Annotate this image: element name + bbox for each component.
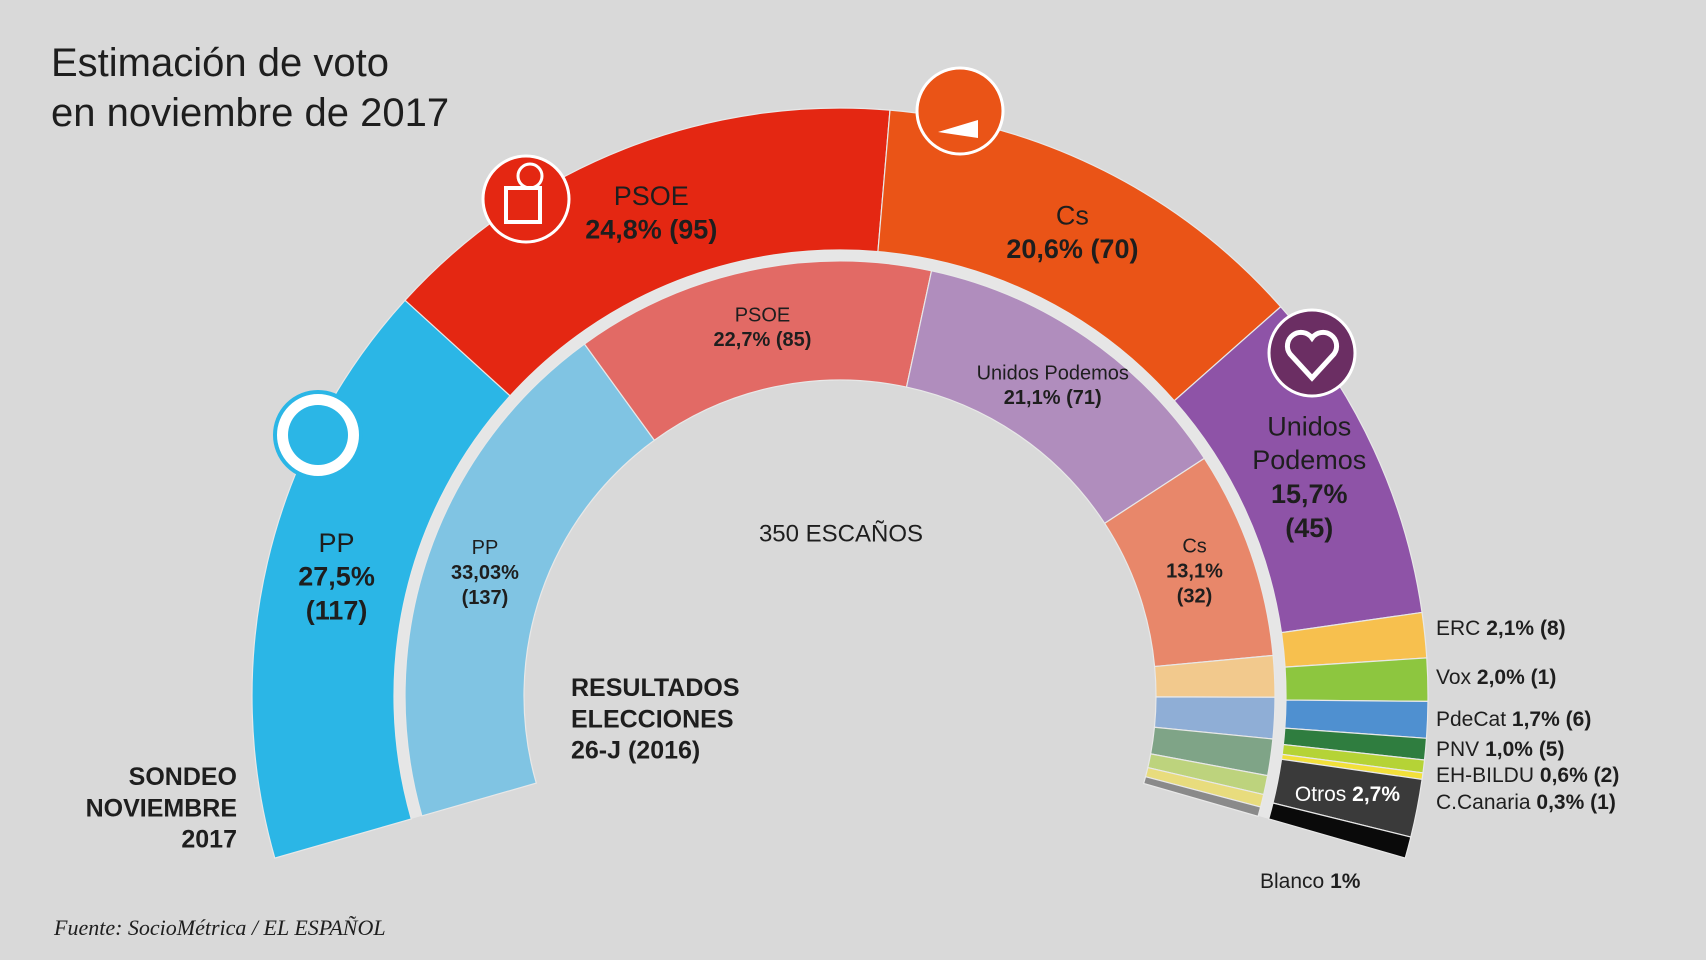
logos xyxy=(273,66,1357,480)
segment-label: Otros 2,7% xyxy=(1295,782,1400,805)
label-part: 1,7% xyxy=(1512,708,1560,731)
segment-label: Cs xyxy=(1182,536,1206,558)
psoe-logo-fist xyxy=(504,186,542,224)
segment xyxy=(1142,775,1262,818)
segment-label: Unidos Podemos xyxy=(977,362,1129,384)
text-line: en noviembre de 2017 xyxy=(51,91,449,135)
label-part: 2,1% xyxy=(1486,617,1534,640)
segment-label: Unidos Podemos xyxy=(1252,412,1366,476)
label-part: (85) xyxy=(776,329,812,351)
segment-label: 15,7% xyxy=(1271,479,1348,509)
up-logo-heart xyxy=(1284,329,1340,382)
label-part: 2,7% xyxy=(1352,782,1400,805)
text-line: ELECCIONES xyxy=(571,705,734,733)
label-part: (8) xyxy=(1540,617,1566,640)
segment-label: Cs xyxy=(1056,200,1089,230)
label-part: Otros xyxy=(1295,782,1346,805)
label-part: 22,7% xyxy=(714,329,771,351)
source: Fuente: SocioMétrica / EL ESPAÑOL xyxy=(53,915,386,940)
label-part: EH-BILDU xyxy=(1436,764,1534,787)
label-part: 0,6% xyxy=(1540,764,1588,787)
label-part: (95) xyxy=(669,215,717,245)
segment-label: (45) xyxy=(1285,513,1333,543)
cs-logo xyxy=(915,66,1005,156)
segment-label: PSOE xyxy=(735,304,791,326)
segment-label: 20,6% (70) xyxy=(1006,234,1138,264)
segment-label: (137) xyxy=(462,587,509,609)
label-part: PdeCat xyxy=(1436,708,1506,731)
series-name: SONDEO NOVIEMBRE 2017 xyxy=(86,763,237,854)
label-part: (1) xyxy=(1590,791,1616,814)
plot: PP 27,5%(117) PSOE 24,8% (95) Cs 20,6% (70) Unid… xyxy=(86,107,1619,893)
label-part: 0,3% xyxy=(1536,791,1584,814)
segment-label: Blanco 1% xyxy=(1260,870,1361,893)
segment xyxy=(1267,802,1412,859)
segment-label: EH-BILDU 0,6% (2) xyxy=(1436,764,1619,787)
label-part: 20,6% xyxy=(1006,234,1083,264)
psoe-logo-rose xyxy=(516,162,544,190)
segment-label: 24,8% (95) xyxy=(585,215,717,245)
segment-label: ERC 2,1% (8) xyxy=(1436,617,1566,640)
label-part: Vox xyxy=(1436,666,1472,689)
label-part: 1,0% xyxy=(1485,738,1533,761)
label-part: 21,1% xyxy=(1004,387,1061,409)
label-part: Blanco xyxy=(1260,870,1324,893)
segment-label: (117) xyxy=(306,595,368,625)
label-part: 1% xyxy=(1330,870,1361,893)
text-line: 26-J (2016) xyxy=(571,736,700,764)
center-label: 350 ESCAÑOS xyxy=(759,520,923,547)
label-part: (1) xyxy=(1531,666,1557,689)
text-line: SONDEO xyxy=(129,763,237,791)
label-part: (70) xyxy=(1090,234,1138,264)
label-part: (5) xyxy=(1539,738,1565,761)
segment-label: (32) xyxy=(1177,586,1213,608)
cs-logo-mark xyxy=(938,120,978,138)
text-line: Unidos xyxy=(1267,412,1351,442)
label-part: 2,0% xyxy=(1477,666,1525,689)
segment-label: C.Canaria 0,3% (1) xyxy=(1436,791,1616,814)
segment-label: 27,5% xyxy=(298,562,375,592)
text-line: 2017 xyxy=(181,825,237,853)
segment-label: PP xyxy=(472,537,499,559)
text-line: Estimación de voto xyxy=(51,41,389,85)
label-part: 24,8% xyxy=(585,215,662,245)
segment-label: PP xyxy=(319,528,355,558)
series-name: RESULTADOS ELECCIONES 26-J (2016) xyxy=(571,674,740,765)
label-part: ERC xyxy=(1436,617,1480,640)
label-part: (71) xyxy=(1066,387,1102,409)
text-line: RESULTADOS xyxy=(571,674,740,702)
segment-label: PdeCat 1,7% (6) xyxy=(1436,708,1591,731)
up-logo xyxy=(1267,308,1357,398)
segment-label: 22,7% (85) xyxy=(714,329,812,351)
segment-label: 33,03% xyxy=(451,562,519,584)
chart-title: Estimación de voto en noviembre de 2017 xyxy=(51,41,449,135)
segment-label: 13,1% xyxy=(1166,561,1223,583)
psoe-logo xyxy=(481,154,571,244)
label-part: (2) xyxy=(1594,764,1620,787)
segment-label: PSOE xyxy=(614,181,689,211)
label-part: PNV xyxy=(1436,738,1479,761)
label-part: (6) xyxy=(1566,708,1592,731)
segment-label: Vox 2,0% (1) xyxy=(1436,666,1556,689)
text-line: Podemos xyxy=(1252,445,1366,475)
pp-logo-inner xyxy=(288,405,348,465)
label-part: C.Canaria xyxy=(1436,791,1531,814)
text-line: NOVIEMBRE xyxy=(86,794,237,822)
segment-label: 21,1% (71) xyxy=(1004,387,1102,409)
segment-label: PNV 1,0% (5) xyxy=(1436,738,1564,761)
